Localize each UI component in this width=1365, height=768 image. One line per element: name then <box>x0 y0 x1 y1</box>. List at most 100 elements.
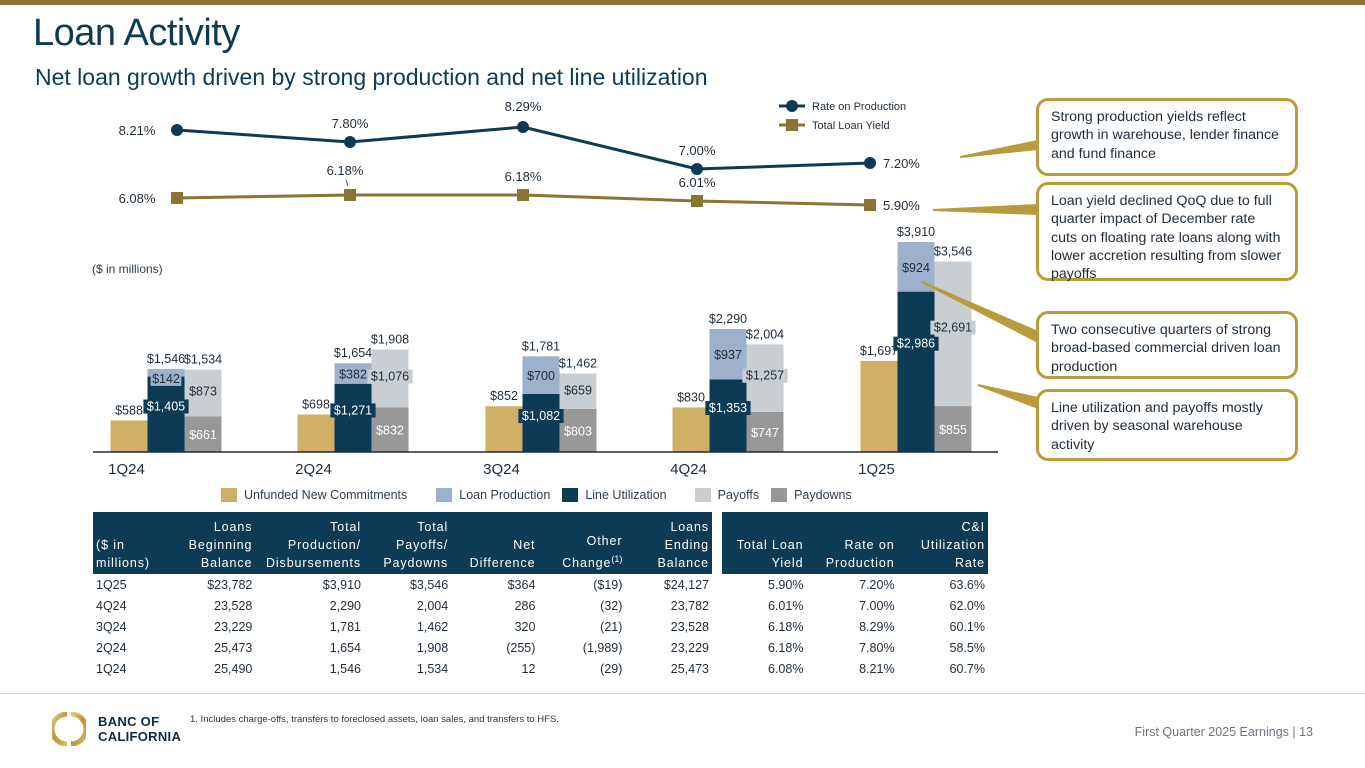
row-label: 2Q24 <box>96 640 127 655</box>
page-subtitle: Net loan growth driven by strong product… <box>35 64 708 90</box>
table-header-row: ($ in millions) Loans Beginning Balance Tot… <box>93 512 712 574</box>
table-cell: 1,534 <box>416 661 449 676</box>
label-loan-production-3Q24: $700 <box>527 369 555 383</box>
yield-label-4Q24: 6.01% <box>679 175 716 190</box>
row-label: 3Q24 <box>96 619 127 634</box>
rate-label-2Q24: 7.80% <box>332 116 369 131</box>
col-header-other-change: Other Change(1) <box>538 512 626 574</box>
label-line-utilization-3Q24: $1,082 <box>522 409 560 423</box>
table-cell: 23,528 <box>214 598 253 613</box>
label-unfunded-3Q24: $852 <box>490 389 518 403</box>
callout-pointer-2 <box>932 204 1039 215</box>
table-cell: 62.0% <box>949 598 985 613</box>
legend-yield-label: Total Loan Yield <box>812 120 890 132</box>
label-loan-production-1Q25: $924 <box>902 261 930 275</box>
brand-top-bar <box>0 0 1365 5</box>
row-label: 1Q24 <box>96 661 127 676</box>
rate-label-4Q24: 7.00% <box>679 143 716 158</box>
rate-point-2Q24 <box>344 136 356 148</box>
bar-paydowns-3Q24 <box>559 408 597 452</box>
footnote: 1. Includes charge-offs, transfers to fo… <box>190 714 559 725</box>
label-unfunded-4Q24: $830 <box>677 390 705 404</box>
logo-ring-icon <box>52 712 86 746</box>
table-row: 3Q24 23,229 1,781 1,462 320 (21) 23,528 <box>93 616 712 637</box>
label-line-utilization-1Q24: $1,405 <box>147 399 185 413</box>
bar-paydowns-2Q24 <box>371 407 409 452</box>
label-loan-production-2Q24-bg <box>337 367 369 382</box>
rate-on-production-line <box>176 125 871 171</box>
table-cell: $3,546 <box>409 577 449 592</box>
units-note: ($ in millions) <box>92 262 163 276</box>
label-paydowns-3Q24: $803 <box>564 424 592 438</box>
yield-table: Total Loan Yield Rate on Production C&I Uti… <box>722 512 988 679</box>
col-header-total-loan-yield: Total Loan Yield <box>722 512 807 574</box>
label-payoffs-1Q24: $873 <box>189 385 217 399</box>
label-line-utilization-4Q24-bg <box>705 401 751 416</box>
rate-point-1Q25 <box>864 157 876 169</box>
bar-paydowns-4Q24 <box>746 411 784 452</box>
label-loan-production-1Q25-bg <box>900 260 932 275</box>
x-tick-1Q25: 1Q25 <box>858 461 895 478</box>
label-payoffs-total-2Q24: $1,908 <box>371 333 409 347</box>
label-paydowns-2Q24: $832 <box>376 424 404 438</box>
table-row: 6.18% 7.80% 58.5% <box>722 637 988 658</box>
bar-unfunded-1Q25 <box>860 360 898 452</box>
table-cell: 23,229 <box>214 619 253 634</box>
legend-item-unfunded: Unfunded New Commitments <box>221 488 407 502</box>
label-loan-production-4Q24-bg <box>712 348 744 363</box>
legend-rate-label: Rate on Production <box>812 101 906 113</box>
page-title: Loan Activity <box>33 12 240 54</box>
table-cell: 60.7% <box>949 661 985 676</box>
callout-loan-production: Two consecutive quarters of strong broad… <box>1036 311 1298 379</box>
label-line-utilization-2Q24-bg <box>330 403 376 418</box>
yield-label-3Q24: 6.18% <box>505 169 542 184</box>
table-cell: (29) <box>600 661 623 676</box>
yield-point-4Q24 <box>691 195 703 207</box>
x-tick-1Q24: 1Q24 <box>108 461 145 478</box>
table-cell: $364 <box>507 577 536 592</box>
table-cell: 23,229 <box>670 640 709 655</box>
table-cell: 25,490 <box>214 661 253 676</box>
x-tick-3Q24: 3Q24 <box>483 461 520 478</box>
col-header-rate-on-production: Rate on Production <box>806 512 898 574</box>
col-header-payoffs: Total Payoffs/Paydowns <box>364 512 452 574</box>
company-logo: BANC OF CALIFORNIA <box>52 712 181 746</box>
label-production-total-3Q24: $1,781 <box>522 339 560 353</box>
rate-point-4Q24 <box>691 163 703 175</box>
rate-point-3Q24 <box>517 121 529 133</box>
label-paydowns-1Q25: $855 <box>939 423 967 437</box>
bar-unfunded-2Q24 <box>297 414 335 452</box>
table-row: 4Q24 23,528 2,290 2,004 286 (32) 23,782 <box>93 595 712 616</box>
table-cell: 5.90% <box>767 577 804 592</box>
yield-point-3Q24 <box>517 189 529 201</box>
label-payoffs-total-4Q24: $2,004 <box>746 327 784 341</box>
table-cell: 2,004 <box>416 598 449 613</box>
table-cell: 23,528 <box>670 619 709 634</box>
legend-item-payoffs: Payoffs <box>694 488 760 502</box>
table-row: 6.18% 8.29% 60.1% <box>722 616 988 637</box>
table-row: 5.90% 7.20% 63.6% <box>722 574 988 595</box>
legend-label: Line Utilization <box>585 488 667 502</box>
legend-label: Payoffs <box>717 488 760 502</box>
table-cell: 6.18% <box>767 640 804 655</box>
label-payoffs-2Q24-bg <box>367 369 413 384</box>
table-cell: 7.00% <box>859 598 895 613</box>
label-payoffs-1Q25: $2,691 <box>934 321 972 335</box>
table-cell: $23,782 <box>207 577 253 592</box>
yield-point-2Q24 <box>344 189 356 201</box>
bar-paydowns-1Q25 <box>934 406 972 452</box>
table-cell: 58.5% <box>949 640 985 655</box>
table-row: 2Q24 25,473 1,654 1,908 (255) (1,989) 23,229 <box>93 637 712 658</box>
label-line-utilization-1Q24-bg <box>143 399 189 414</box>
legend-item-loan-production: Loan Production <box>436 488 550 502</box>
table-header-row: Total Loan Yield Rate on Production C&I Uti… <box>722 512 988 574</box>
label-line-utilization-1Q25: $2,986 <box>897 337 935 351</box>
table-row: 6.08% 8.21% 60.7% <box>722 658 988 679</box>
yield-label-2Q24: 6.18% <box>327 163 364 178</box>
table-cell: 6.01% <box>767 598 804 613</box>
legend-swatch <box>771 488 788 502</box>
label-loan-production-1Q24: $142 <box>152 372 180 386</box>
yield-point-1Q25 <box>864 199 876 211</box>
callout-loan-yield: Loan yield declined QoQ due to full quar… <box>1036 182 1298 282</box>
table-cell: 8.29% <box>859 619 895 634</box>
